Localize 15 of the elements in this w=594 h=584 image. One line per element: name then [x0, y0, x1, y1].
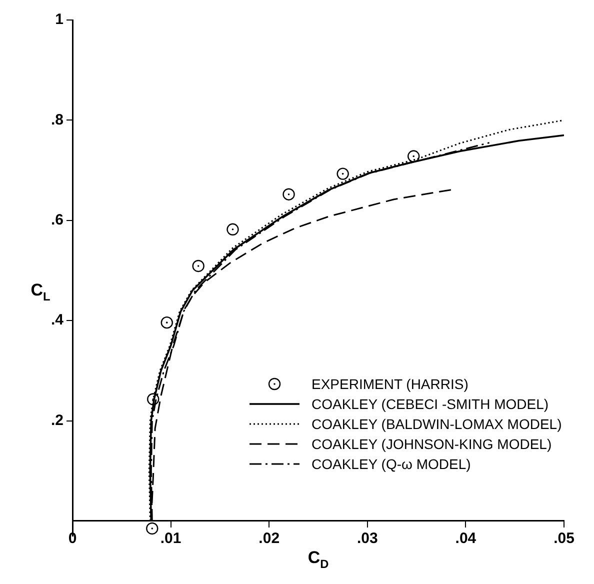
y-tick-label: .4	[50, 312, 64, 329]
legend-label: COAKLEY (BALDWIN-LOMAX MODEL)	[312, 416, 562, 432]
x-tick-label: .02	[258, 530, 280, 548]
x-tick-label: .04	[455, 530, 477, 548]
legend-label: COAKLEY (CEBECI -SMITH MODEL)	[312, 396, 549, 412]
y-tick-label: .8	[50, 111, 64, 128]
legend-label: COAKLEY (JOHNSON-KING MODEL)	[312, 436, 552, 452]
x-tick-label: .01	[160, 530, 182, 548]
legend-label: COAKLEY (Q-ω MODEL)	[312, 456, 471, 472]
x-tick-label: .05	[554, 530, 574, 548]
y-tick-label: .2	[50, 412, 64, 429]
y-tick-label: 1	[55, 11, 64, 28]
y-tick-label: .6	[50, 212, 64, 229]
x-tick-label: .03	[356, 530, 378, 548]
legend-label: EXPERIMENT (HARRIS)	[312, 376, 468, 392]
